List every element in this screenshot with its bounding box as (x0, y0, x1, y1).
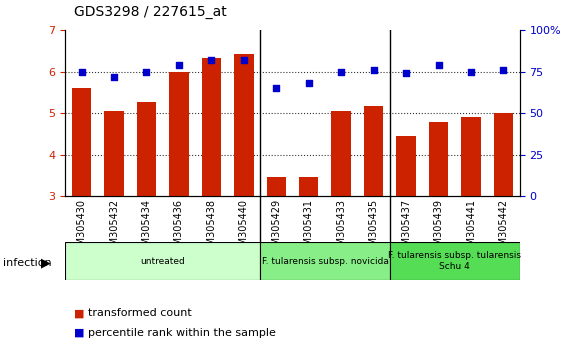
Text: F. tularensis subsp. novicida: F. tularensis subsp. novicida (261, 257, 389, 266)
Point (337, 69, 346, 74)
Bar (72, 88, 91, 196)
Bar (494, 113, 513, 196)
Bar (299, 177, 319, 196)
Text: infection: infection (3, 258, 52, 268)
Bar (461, 118, 481, 196)
Text: percentile rank within the sample: percentile rank within the sample (88, 328, 276, 338)
Text: GSM305439: GSM305439 (433, 199, 444, 258)
Text: GSM305430: GSM305430 (77, 199, 86, 258)
FancyBboxPatch shape (260, 242, 390, 280)
Bar (266, 177, 286, 196)
Text: transformed count: transformed count (88, 308, 192, 318)
Text: F. tularensis subsp. tularensis
Schu 4: F. tularensis subsp. tularensis Schu 4 (389, 251, 521, 271)
Text: ■: ■ (74, 328, 84, 338)
FancyBboxPatch shape (65, 242, 260, 280)
Point (77, 69, 86, 74)
Text: GSM305433: GSM305433 (336, 199, 346, 258)
Bar (234, 54, 253, 196)
Text: GSM305429: GSM305429 (272, 199, 281, 258)
Point (174, 62, 183, 68)
Bar (396, 136, 416, 196)
Text: GSM305438: GSM305438 (206, 199, 216, 258)
Text: GSM305431: GSM305431 (304, 199, 314, 258)
Point (207, 57, 216, 63)
FancyBboxPatch shape (390, 242, 520, 280)
Text: GSM305434: GSM305434 (141, 199, 152, 258)
Text: GSM305437: GSM305437 (401, 199, 411, 258)
Text: ▶: ▶ (41, 256, 51, 269)
Bar (332, 111, 351, 196)
Text: GSM305436: GSM305436 (174, 199, 184, 258)
Point (499, 67, 508, 73)
Point (369, 67, 378, 73)
Text: GSM305435: GSM305435 (369, 199, 379, 258)
Text: ■: ■ (74, 308, 84, 318)
Bar (105, 111, 124, 196)
Text: GSM305441: GSM305441 (466, 199, 476, 258)
Text: GDS3298 / 227615_at: GDS3298 / 227615_at (74, 5, 227, 19)
Text: GSM305442: GSM305442 (499, 199, 508, 258)
Bar (169, 72, 189, 196)
Point (110, 74, 119, 80)
Point (402, 70, 411, 76)
Text: GSM305432: GSM305432 (109, 199, 119, 258)
Text: untreated: untreated (140, 257, 185, 266)
Bar (429, 122, 448, 196)
Bar (364, 106, 383, 196)
Point (142, 69, 151, 74)
Point (304, 80, 314, 86)
Point (239, 57, 248, 63)
Point (466, 69, 475, 74)
Bar (202, 58, 221, 196)
Point (434, 62, 443, 68)
Point (272, 85, 281, 91)
Text: GSM305440: GSM305440 (239, 199, 249, 258)
Bar (137, 102, 156, 196)
